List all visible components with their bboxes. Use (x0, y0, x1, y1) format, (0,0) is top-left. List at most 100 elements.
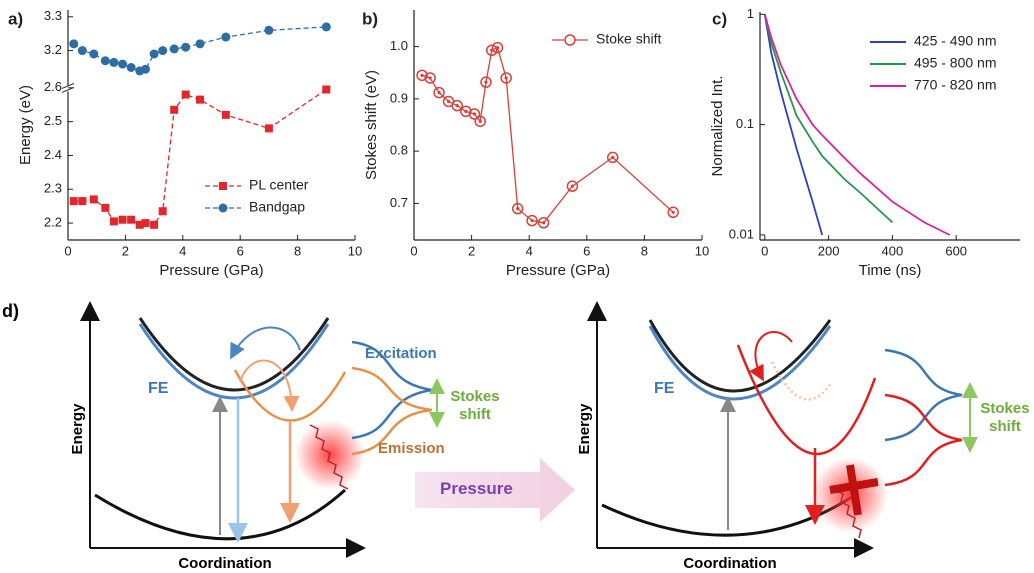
y-tick-label: 2.4 (44, 147, 62, 162)
marker (149, 49, 159, 59)
y-axis-label: Normalized Int. (709, 76, 726, 177)
marker-dot (437, 90, 441, 95)
marker (480, 76, 492, 88)
marker (78, 197, 87, 206)
y-tick-label: 3.3 (44, 8, 62, 23)
x-axis-label: Pressure (GPa) (506, 262, 610, 279)
marker (89, 195, 98, 204)
marker (667, 206, 679, 219)
pressure-arrow (415, 458, 575, 522)
y-axis-label: Energy (576, 403, 593, 455)
state-label: FE (654, 380, 675, 397)
marker-dot (464, 109, 468, 114)
marker-dot (495, 46, 500, 50)
legend-label: 770 - 820 nm (914, 77, 997, 93)
marker (264, 124, 273, 133)
legend-label: Stoke shift (596, 31, 661, 47)
marker (566, 180, 579, 192)
marker (109, 217, 118, 226)
marker (69, 197, 78, 206)
y-axis-label: Energy (69, 403, 86, 455)
diagram-right (587, 301, 978, 558)
x-tick-label: 4 (526, 243, 533, 258)
marker-dot (530, 219, 534, 223)
marker (170, 105, 179, 114)
marker (181, 42, 191, 52)
diagram-left (80, 301, 445, 558)
marker (537, 217, 550, 229)
marker (606, 151, 619, 164)
x-tick-label: 0 (64, 243, 71, 258)
panel-label: c) (712, 9, 727, 28)
marker (69, 39, 79, 49)
y-tick-label: 0.8 (390, 143, 408, 158)
marker (486, 44, 498, 56)
y-tick-label: 0.1 (736, 116, 754, 131)
marker (511, 202, 524, 215)
y-tick-label: 2.3 (44, 181, 62, 196)
marker (321, 22, 331, 32)
marker (474, 115, 486, 128)
x-axis-label: Coordination (683, 555, 777, 572)
y-axis-label: Stokes shift (eV) (363, 70, 380, 180)
legend-label: Bandgap (249, 199, 305, 215)
pressure-label: Pressure (440, 479, 513, 498)
stokes-label: Stokes shift (980, 400, 1030, 435)
y-tick-label: 2.2 (44, 215, 62, 230)
x-tick-label: 2 (468, 243, 475, 258)
marker-dot (516, 207, 520, 211)
marker-dot (455, 104, 459, 108)
marker (101, 203, 110, 212)
x-tick-label: 0 (761, 243, 768, 258)
series-line (763, 14, 951, 236)
marker-dot (472, 112, 477, 116)
marker (500, 72, 512, 84)
marker (451, 99, 463, 112)
marker-dot (428, 76, 432, 80)
marker (196, 95, 205, 104)
marker (150, 220, 159, 229)
series-line (763, 14, 824, 236)
marker-dot (671, 210, 675, 214)
marker (181, 90, 190, 99)
x-tick-label: 600 (945, 243, 967, 258)
marker-dot (446, 99, 451, 104)
series-line (763, 14, 894, 224)
marker (322, 85, 331, 94)
legend-marker (564, 34, 576, 46)
legend-label: PL center (249, 177, 309, 193)
y-tick-label: 2.6 (44, 79, 62, 94)
marker-dot (478, 119, 482, 123)
marker (100, 56, 110, 66)
x-tick-label: 6 (583, 243, 590, 258)
x-tick-label: 8 (641, 243, 648, 258)
marker (468, 108, 481, 120)
marker (135, 220, 144, 229)
x-tick-label: 0 (410, 243, 417, 258)
emission-label: Emission (378, 440, 445, 457)
legend-label: 495 - 800 nm (914, 55, 997, 71)
y-tick-label: 2.5 (44, 113, 62, 128)
axis-break-gap (62, 85, 74, 92)
marker (158, 46, 168, 56)
marker (118, 59, 128, 69)
marker (140, 64, 150, 74)
state-label: FE (148, 380, 169, 397)
stokes-label: Stokes shift (450, 388, 500, 423)
marker (416, 69, 428, 82)
marker-dot (484, 80, 488, 84)
y-tick-label: 1.0 (390, 38, 408, 53)
legend-marker (219, 182, 227, 190)
x-tick-label: 10 (348, 243, 362, 258)
marker (118, 215, 127, 224)
y-axis-label: Energy (eV) (17, 85, 34, 165)
y-tick-label: 3.2 (44, 42, 62, 57)
x-axis-label: Time (ns) (859, 262, 922, 279)
marker (221, 110, 230, 119)
marker (526, 214, 538, 227)
legend-marker (218, 203, 228, 213)
marker (158, 207, 167, 216)
marker (491, 41, 504, 54)
